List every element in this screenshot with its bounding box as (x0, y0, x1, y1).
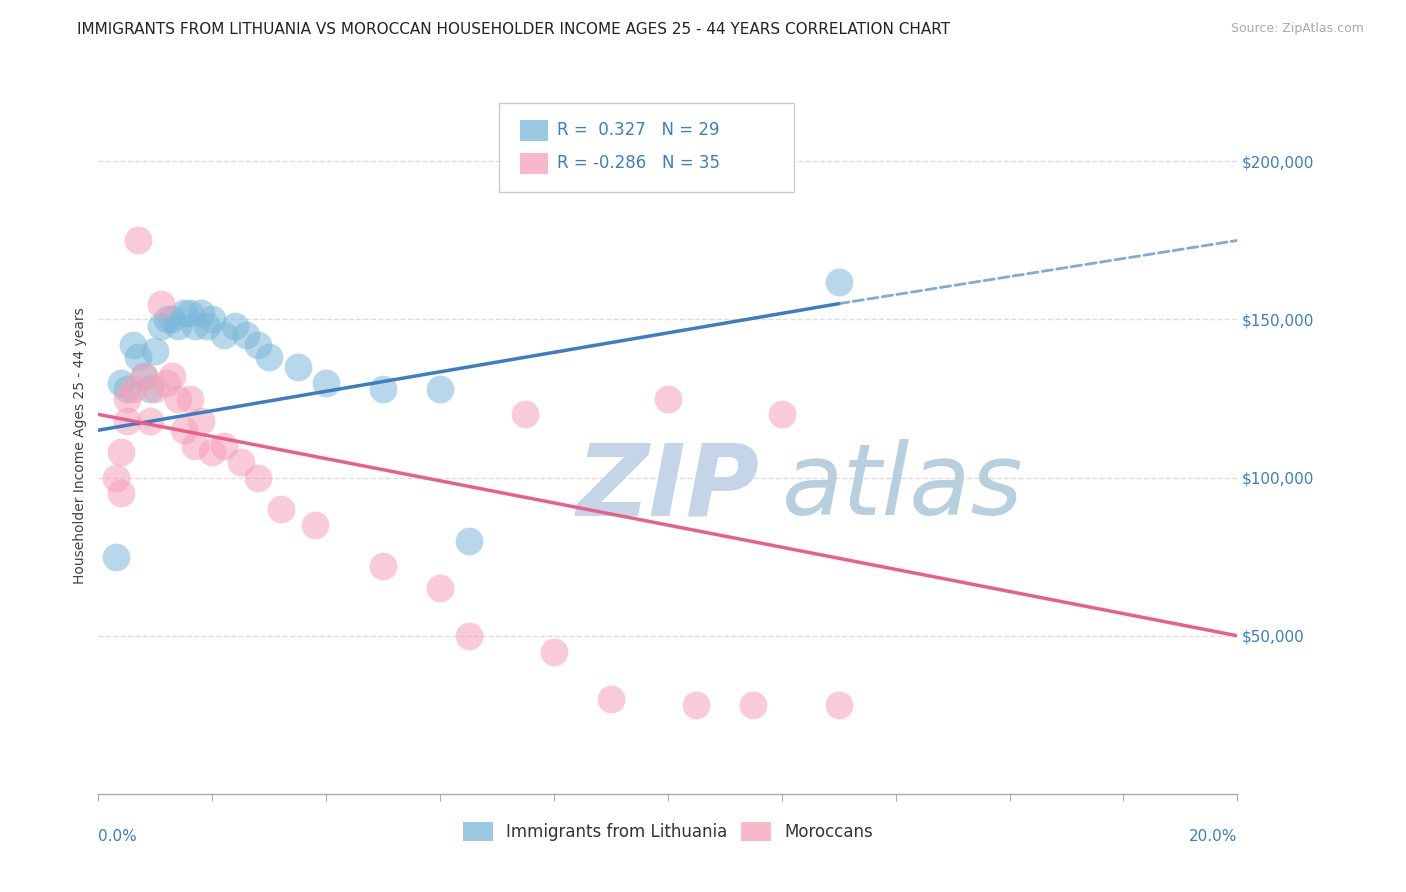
Point (167, 318, 190, 333)
Text: R = -0.286   N = 35: R = -0.286 N = 35 (557, 154, 720, 172)
Point (515, 408, 537, 422)
Text: ZIP: ZIP (576, 439, 759, 536)
Point (145, 344, 167, 359)
Point (121, 338, 143, 352)
Legend: Immigrants from Lithuania, Moroccans: Immigrants from Lithuania, Moroccans (456, 815, 880, 848)
Point (287, 359, 309, 374)
Point (315, 376, 337, 390)
Point (685, 698, 707, 713)
Point (373, 559, 395, 574)
Point (121, 382, 143, 396)
Point (543, 644, 565, 658)
Point (429, 582, 451, 596)
Text: atlas: atlas (782, 439, 1024, 536)
Point (115, 382, 138, 396)
Text: 20.0%: 20.0% (1189, 829, 1237, 844)
Point (600, 692, 623, 706)
Point (457, 629, 479, 643)
Point (179, 392, 201, 406)
Point (212, 328, 235, 343)
Point (212, 439, 235, 453)
Point (173, 306, 195, 320)
Point (138, 414, 160, 428)
Point (190, 414, 212, 428)
Point (127, 351, 149, 365)
Point (173, 423, 195, 437)
Point (110, 445, 132, 459)
Y-axis label: Householder Income Ages 25 - 44 years: Householder Income Ages 25 - 44 years (73, 308, 87, 584)
Point (184, 318, 207, 333)
Point (132, 369, 155, 384)
Point (104, 549, 127, 564)
Point (179, 306, 201, 320)
Point (828, 275, 851, 289)
Point (201, 312, 224, 326)
Text: R =  0.327   N = 29: R = 0.327 N = 29 (557, 121, 720, 139)
Point (246, 338, 269, 352)
Point (429, 382, 451, 396)
Point (145, 382, 167, 396)
Point (304, 518, 326, 533)
Point (190, 306, 212, 320)
Point (104, 470, 127, 484)
Point (457, 533, 479, 548)
Point (235, 328, 257, 343)
Point (115, 414, 138, 428)
Point (828, 698, 851, 713)
Point (150, 318, 173, 333)
Point (110, 376, 132, 390)
Point (246, 470, 269, 484)
Point (770, 408, 793, 422)
Point (657, 392, 679, 406)
Point (127, 234, 149, 248)
Point (156, 312, 179, 326)
Point (270, 502, 292, 516)
Point (156, 376, 179, 390)
Text: 0.0%: 0.0% (98, 829, 138, 844)
Point (150, 296, 173, 310)
Point (138, 382, 160, 396)
Point (201, 445, 224, 459)
Text: IMMIGRANTS FROM LITHUANIA VS MOROCCAN HOUSEHOLDER INCOME AGES 25 - 44 YEARS CORR: IMMIGRANTS FROM LITHUANIA VS MOROCCAN HO… (77, 22, 950, 37)
Point (259, 351, 281, 365)
Point (132, 369, 155, 384)
Text: Source: ZipAtlas.com: Source: ZipAtlas.com (1230, 22, 1364, 36)
Point (742, 698, 765, 713)
Point (162, 312, 184, 326)
Point (167, 392, 190, 406)
Point (162, 369, 184, 384)
Point (184, 439, 207, 453)
Point (373, 382, 395, 396)
Point (115, 392, 138, 406)
Point (195, 318, 218, 333)
Point (229, 455, 252, 469)
Point (110, 486, 132, 500)
Point (224, 318, 246, 333)
